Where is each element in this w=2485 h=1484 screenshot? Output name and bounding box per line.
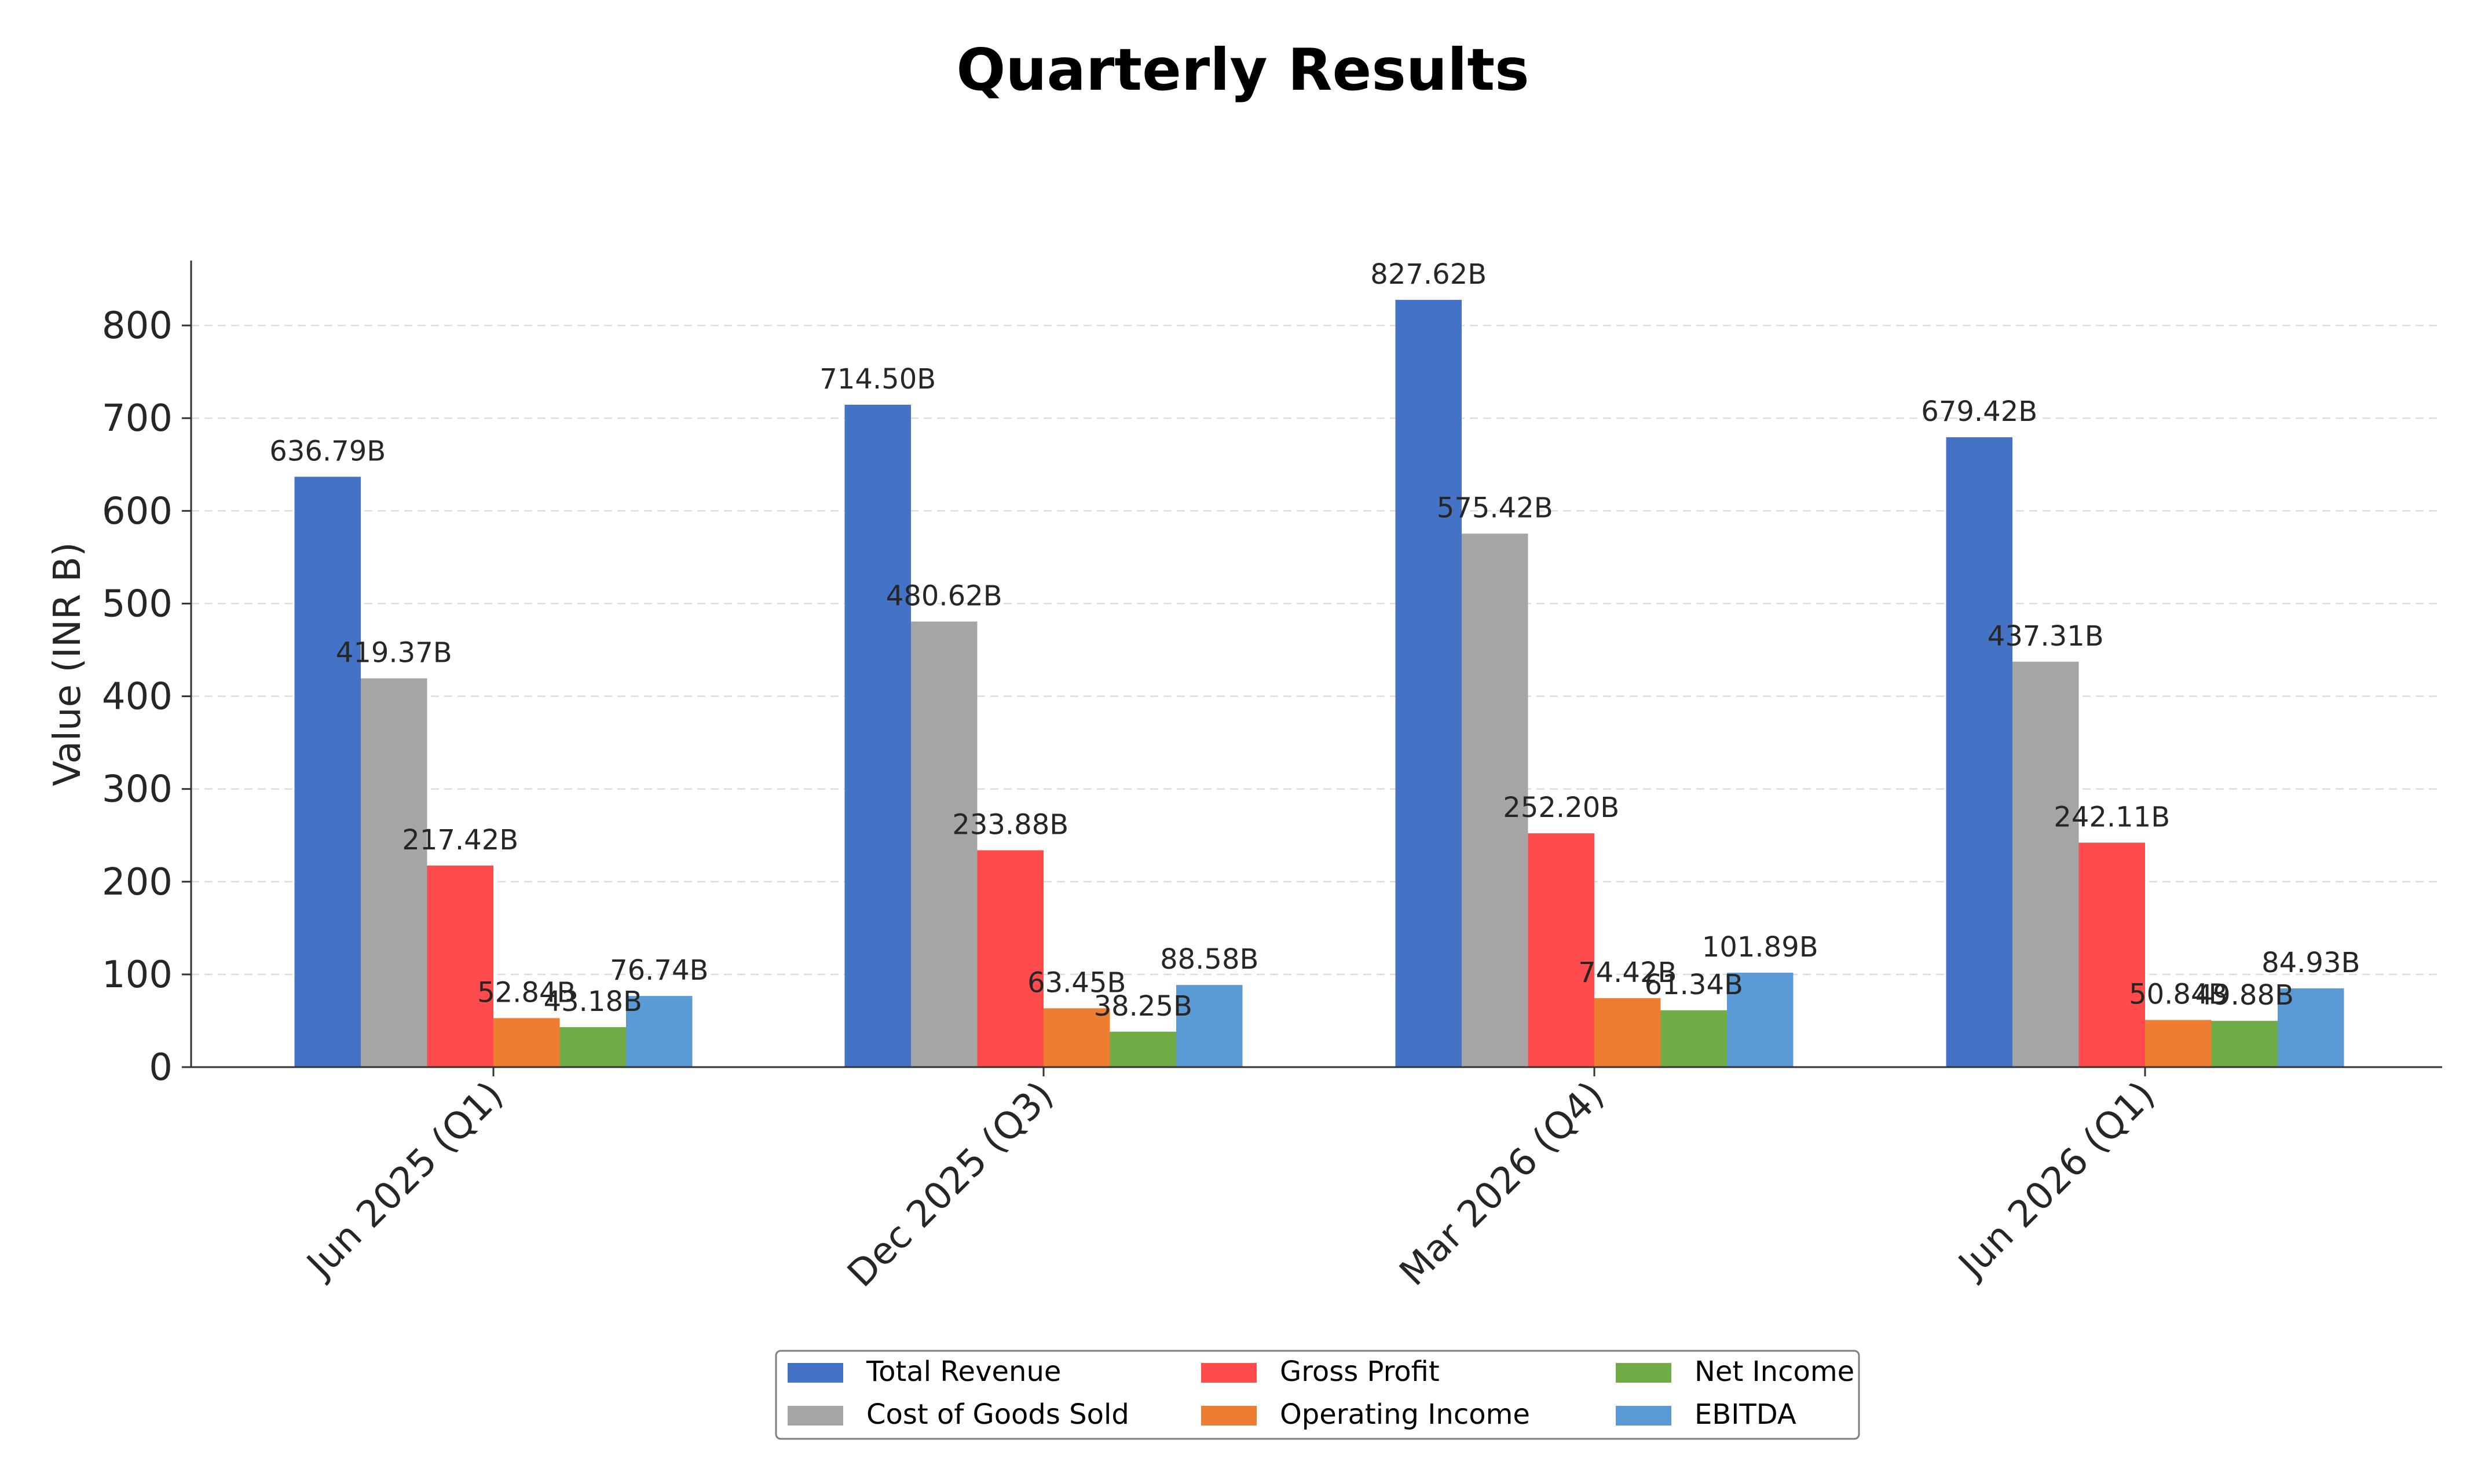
legend-swatch xyxy=(788,1363,843,1383)
legend-label: Total Revenue xyxy=(866,1355,1061,1388)
bar xyxy=(294,477,361,1067)
bar xyxy=(361,678,427,1067)
bar-value-label: 74.42B xyxy=(1578,957,1677,989)
bar xyxy=(1176,985,1243,1067)
bar xyxy=(2012,661,2079,1067)
x-tick-label: Jun 2025 (Q1) xyxy=(298,1073,512,1288)
bar-value-label: 84.93B xyxy=(2261,947,2360,979)
y-tick-label: 600 xyxy=(102,490,173,533)
bar xyxy=(911,621,978,1067)
bar xyxy=(844,404,911,1067)
bar-value-label: 217.42B xyxy=(402,824,518,856)
bar xyxy=(1110,1031,1176,1067)
bar-value-label: 636.79B xyxy=(269,435,386,467)
legend-frame xyxy=(775,1350,1860,1440)
y-axis-label: Value (INR B) xyxy=(46,542,89,786)
y-tick-label: 400 xyxy=(102,676,173,719)
bar-value-label: 480.62B xyxy=(886,580,1002,612)
legend-swatch xyxy=(1616,1363,1671,1383)
bar-value-label: 88.58B xyxy=(1160,943,1258,976)
legend-label: Net Income xyxy=(1695,1355,1854,1388)
bar xyxy=(1395,299,1462,1067)
bar xyxy=(559,1027,626,1067)
x-tick-label: Jun 2026 (Q1) xyxy=(1949,1073,2164,1288)
bar-value-label: 437.31B xyxy=(1988,620,2104,653)
bar xyxy=(493,1018,560,1067)
legend-label: Gross Profit xyxy=(1280,1355,1440,1388)
legend-swatch xyxy=(788,1406,843,1426)
bar xyxy=(2145,1020,2212,1067)
legend-swatch xyxy=(1616,1406,1671,1426)
bar xyxy=(626,996,693,1067)
grid xyxy=(191,324,2442,976)
y-tick-label: 500 xyxy=(102,582,173,625)
bar-value-label: 242.11B xyxy=(2054,801,2170,833)
legend-label: Operating Income xyxy=(1280,1398,1530,1431)
bar xyxy=(2078,842,2145,1067)
y-tick-label: 300 xyxy=(102,768,173,811)
bar xyxy=(1594,998,1661,1067)
bars xyxy=(294,299,2344,1068)
bar xyxy=(1528,833,1594,1067)
y-tick-label: 700 xyxy=(102,397,173,440)
bar-value-label: 714.50B xyxy=(819,363,936,395)
bar-value-label: 76.74B xyxy=(610,954,708,987)
bar xyxy=(1044,1008,1110,1067)
legend-label: Cost of Goods Sold xyxy=(866,1398,1129,1431)
legend: Total Revenue Cost of Goods Sold Gross Pro… xyxy=(775,1350,1860,1440)
bar-value-label: 52.84B xyxy=(477,976,576,1009)
bar-value-label: 43.18B xyxy=(544,985,642,1018)
y-tick-label: 100 xyxy=(102,954,173,996)
bar xyxy=(977,850,1044,1067)
bar xyxy=(2278,988,2344,1067)
bar-value-label: 38.25B xyxy=(1094,990,1192,1023)
bar-value-label: 61.34B xyxy=(1645,969,1743,1001)
y-tick-label: 800 xyxy=(102,305,173,347)
bar-value-label: 101.89B xyxy=(1702,931,1818,963)
bar-value-label: 50.84B xyxy=(2129,979,2227,1011)
bar-value-label: 827.62B xyxy=(1370,258,1487,291)
y-axis-ticks: 0 100 200 300 400 500 600 700 800 xyxy=(102,305,191,1089)
bar-value-label: 233.88B xyxy=(952,809,1068,841)
bar-value-label: 575.42B xyxy=(1437,492,1553,525)
bar xyxy=(1946,437,2012,1068)
bar xyxy=(2211,1021,2278,1067)
x-tick-label: Mar 2026 (Q4) xyxy=(1392,1073,1612,1294)
bar-value-label: 63.45B xyxy=(1027,966,1126,999)
x-axis-ticks: Jun 2025 (Q1) Dec 2025 (Q3) Mar 2026 (Q4) J… xyxy=(298,1067,2164,1296)
legend-label: EBITDA xyxy=(1695,1398,1796,1431)
bar-value-label: 419.37B xyxy=(336,637,452,669)
chart-title: Quarterly Results xyxy=(956,36,1529,104)
bar xyxy=(1660,1010,1727,1067)
bar-value-label: 49.88B xyxy=(2195,979,2294,1012)
bar xyxy=(1727,972,1794,1067)
bar-value-label: 679.42B xyxy=(1921,395,2037,428)
bar xyxy=(427,865,493,1067)
x-tick-label: Dec 2025 (Q3) xyxy=(840,1073,1062,1296)
y-tick-label: 200 xyxy=(102,861,173,904)
legend-swatch xyxy=(1201,1406,1257,1426)
legend-swatch xyxy=(1201,1363,1257,1383)
bar xyxy=(1462,533,1528,1067)
y-tick-label: 0 xyxy=(149,1046,173,1089)
bar-value-label: 252.20B xyxy=(1503,792,1619,824)
